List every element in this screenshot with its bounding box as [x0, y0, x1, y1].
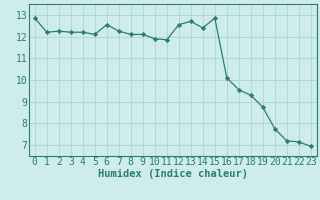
X-axis label: Humidex (Indice chaleur): Humidex (Indice chaleur): [98, 169, 248, 179]
